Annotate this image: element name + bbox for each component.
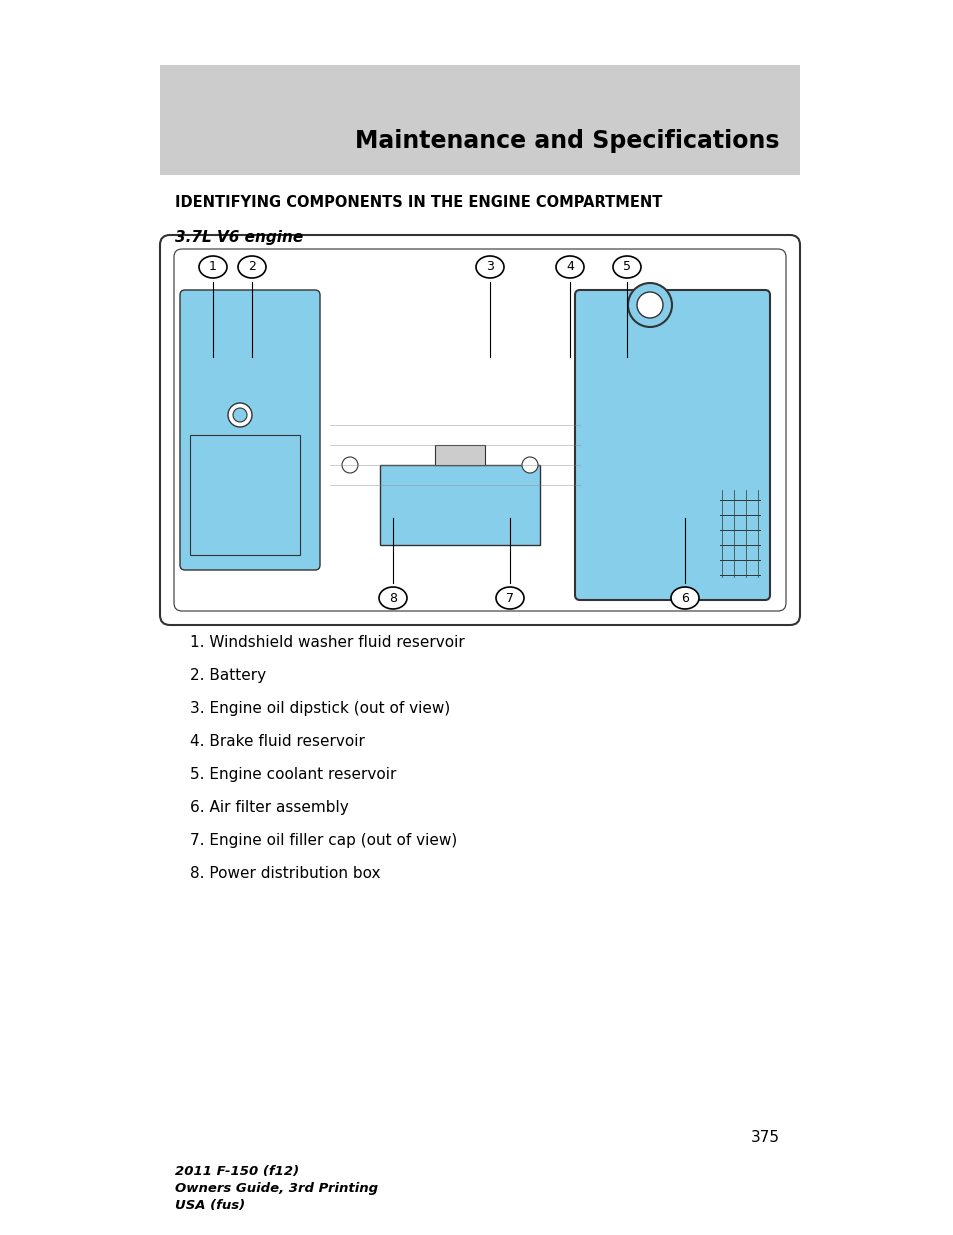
Circle shape [627, 283, 671, 327]
Text: 3.7L V6 engine: 3.7L V6 engine [174, 230, 303, 245]
Ellipse shape [378, 587, 407, 609]
Ellipse shape [496, 587, 523, 609]
Text: 375: 375 [750, 1130, 780, 1145]
FancyBboxPatch shape [160, 235, 800, 625]
Text: 4. Brake fluid reservoir: 4. Brake fluid reservoir [190, 734, 364, 748]
Bar [190, 435, 299, 555]
Ellipse shape [476, 256, 503, 278]
Text: 7: 7 [505, 592, 514, 604]
Text: 1. Windshield washer fluid reservoir: 1. Windshield washer fluid reservoir [190, 635, 464, 650]
Text: 8: 8 [389, 592, 396, 604]
Text: 1: 1 [209, 261, 216, 273]
Circle shape [521, 457, 537, 473]
Text: Owners Guide, 3rd Printing: Owners Guide, 3rd Printing [174, 1182, 377, 1195]
Ellipse shape [556, 256, 583, 278]
Text: 2011 F-150 (f12): 2011 F-150 (f12) [174, 1165, 299, 1178]
Ellipse shape [199, 256, 227, 278]
Text: 3: 3 [485, 261, 494, 273]
Text: 2. Battery: 2. Battery [190, 668, 266, 683]
Circle shape [233, 408, 247, 422]
Text: 7. Engine oil filler cap (out of view): 7. Engine oil filler cap (out of view) [190, 832, 456, 848]
Bar [379, 466, 539, 545]
Ellipse shape [237, 256, 266, 278]
Circle shape [228, 403, 252, 427]
FancyBboxPatch shape [575, 290, 769, 600]
Text: 8. Power distribution box: 8. Power distribution box [190, 866, 380, 881]
Text: 3. Engine oil dipstick (out of view): 3. Engine oil dipstick (out of view) [190, 701, 450, 716]
FancyBboxPatch shape [180, 290, 319, 571]
Text: 2: 2 [248, 261, 255, 273]
Circle shape [637, 291, 662, 317]
Circle shape [341, 457, 357, 473]
Ellipse shape [670, 587, 699, 609]
Bar [435, 445, 484, 466]
Text: IDENTIFYING COMPONENTS IN THE ENGINE COMPARTMENT: IDENTIFYING COMPONENTS IN THE ENGINE COM… [174, 195, 661, 210]
FancyBboxPatch shape [160, 65, 800, 175]
Text: 4: 4 [565, 261, 574, 273]
Text: 6: 6 [680, 592, 688, 604]
Text: 6. Air filter assembly: 6. Air filter assembly [190, 800, 349, 815]
Ellipse shape [613, 256, 640, 278]
Text: 5. Engine coolant reservoir: 5. Engine coolant reservoir [190, 767, 395, 782]
Text: USA (fus): USA (fus) [174, 1199, 245, 1212]
Text: 5: 5 [622, 261, 630, 273]
Text: Maintenance and Specifications: Maintenance and Specifications [355, 128, 780, 153]
